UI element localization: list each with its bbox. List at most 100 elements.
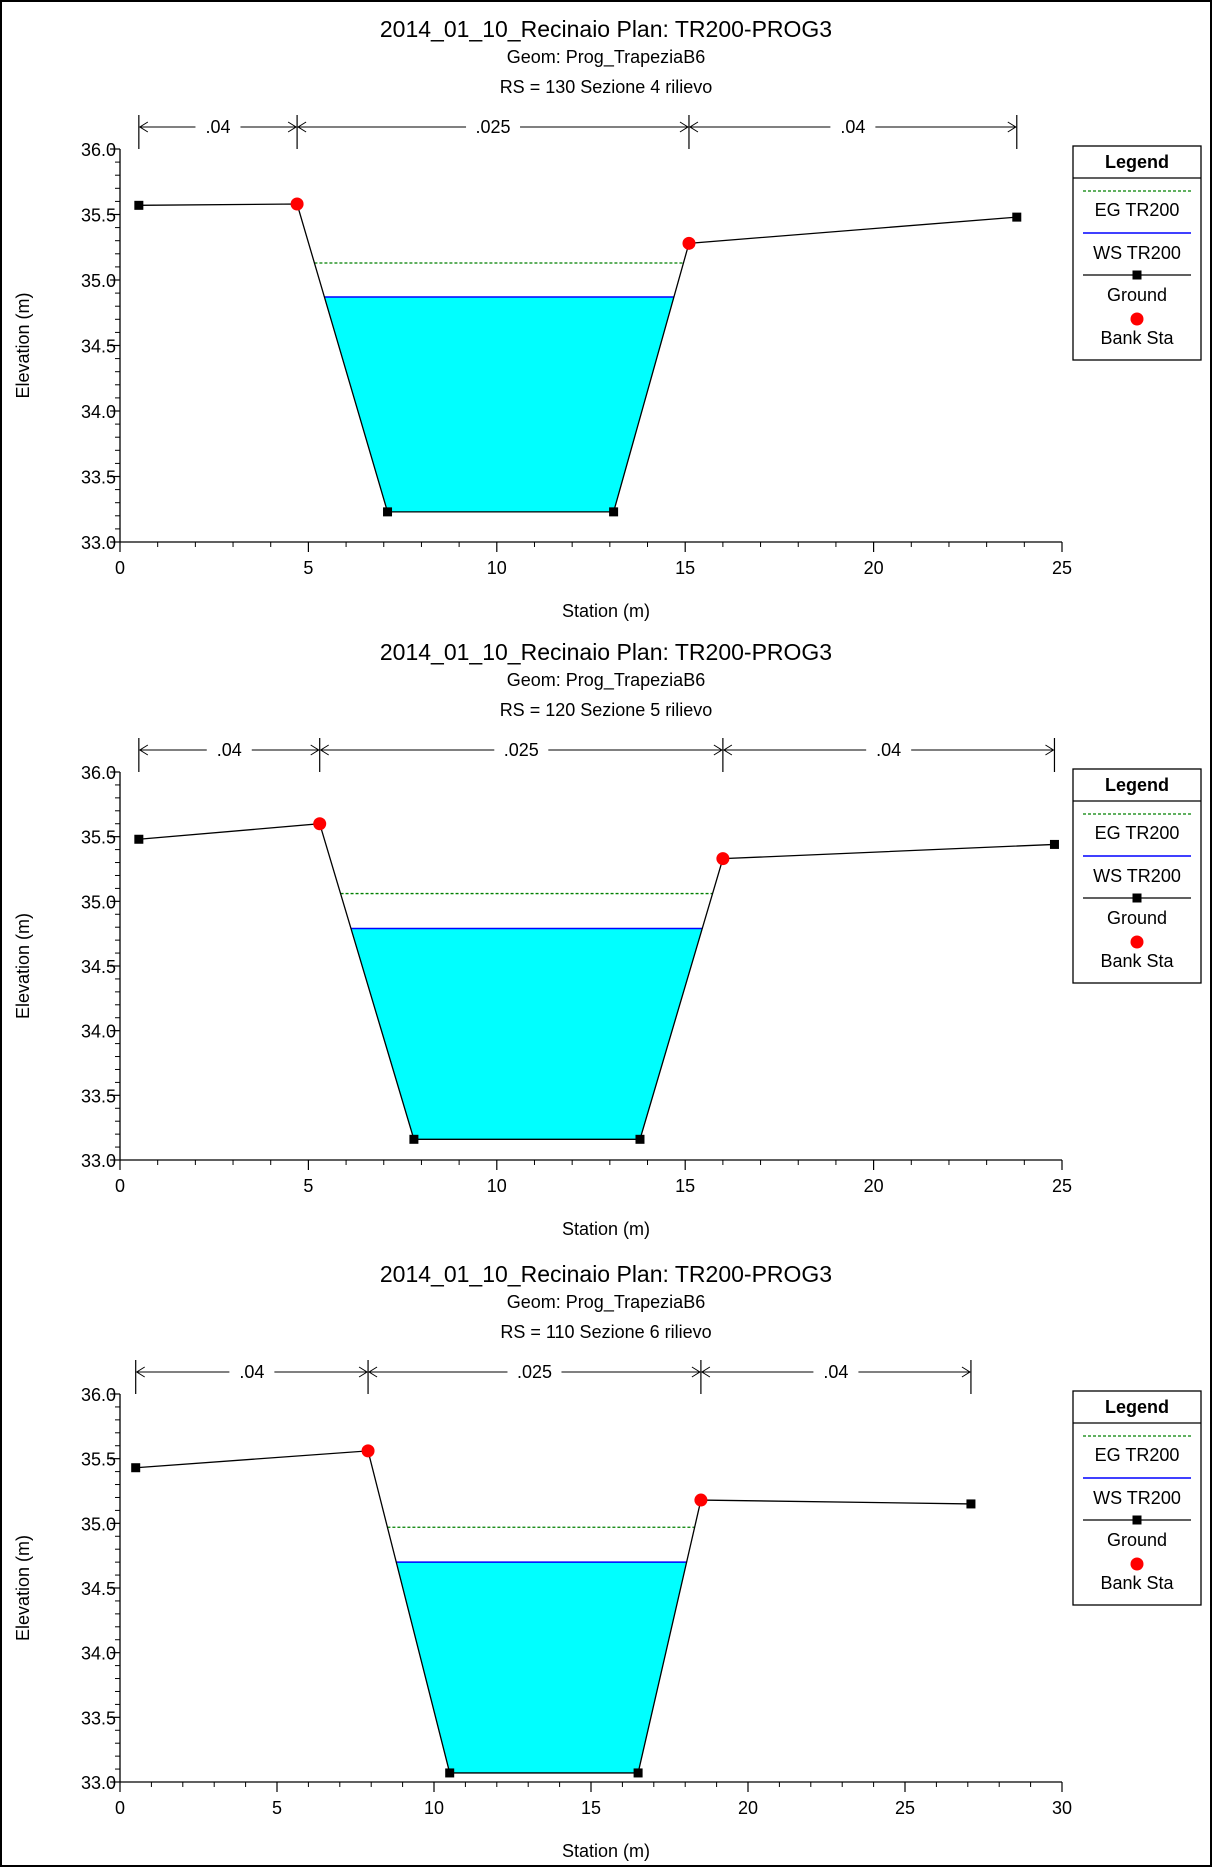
x-axis-label: Station (m) <box>562 1841 650 1861</box>
mannings-arrowhead-right <box>961 1366 971 1378</box>
ground-point <box>134 834 144 844</box>
chart-title: 2014_01_10_Recinaio Plan: TR200-PROG3 <box>380 639 832 665</box>
chart-subtitle: Geom: Prog_TrapeziaB6 <box>507 47 705 68</box>
mannings-n-label: .025 <box>504 740 539 760</box>
y-tick-label: 33.0 <box>81 1151 116 1171</box>
x-tick-label: 15 <box>675 1176 695 1196</box>
mannings-arrowhead-right <box>679 121 689 133</box>
x-tick-label: 10 <box>487 558 507 578</box>
y-tick-label: 34.0 <box>81 402 116 422</box>
y-tick-label: 35.5 <box>81 1450 116 1470</box>
bank-station-point <box>694 1493 708 1507</box>
ground-point <box>609 507 619 517</box>
mannings-n-label: .04 <box>217 740 242 760</box>
water-area <box>324 297 674 512</box>
x-tick-label: 25 <box>1052 558 1072 578</box>
mannings-n-label: .025 <box>517 1362 552 1382</box>
legend-title: Legend <box>1105 775 1169 795</box>
legend: Legend EG TR200 WS TR200 Ground Bank Sta <box>1072 1390 1202 1606</box>
ground-point <box>1012 212 1022 222</box>
legend-ground-marker <box>1132 270 1142 280</box>
ground-point <box>134 200 144 210</box>
bank-station-point <box>682 236 696 250</box>
legend-bank-marker <box>1130 1557 1144 1571</box>
mannings-arrowhead-left <box>138 121 149 133</box>
x-tick-label: 5 <box>303 558 313 578</box>
mannings-n-label: .04 <box>239 1362 264 1382</box>
x-tick-label: 10 <box>487 1176 507 1196</box>
ground-point <box>635 1134 645 1144</box>
ground-point <box>1049 839 1059 849</box>
chart-title: 2014_01_10_Recinaio Plan: TR200-PROG3 <box>380 16 832 42</box>
bank-station-point <box>313 817 327 831</box>
chart-3: 2014_01_10_Recinaio Plan: TR200-PROG3 Geo… <box>13 1261 1202 1861</box>
mannings-arrowhead-right <box>1045 744 1055 756</box>
ground-line <box>135 1450 971 1774</box>
legend-eg-label: EG TR200 <box>1095 200 1180 220</box>
ground-point <box>966 1499 976 1509</box>
y-tick-label: 36.0 <box>81 140 116 160</box>
ground-point <box>445 1768 455 1778</box>
legend-title: Legend <box>1105 1397 1169 1417</box>
y-tick-label: 35.0 <box>81 1514 116 1534</box>
x-tick-label: 25 <box>895 1798 915 1818</box>
mannings-arrowhead-right <box>358 1366 369 1378</box>
legend-ws-label: WS TR200 <box>1093 866 1181 886</box>
legend-bank-marker <box>1130 312 1144 326</box>
legend-title: Legend <box>1105 152 1169 172</box>
x-tick-label: 0 <box>115 1176 125 1196</box>
mannings-arrowhead-left <box>297 121 307 133</box>
x-tick-label: 5 <box>303 1176 313 1196</box>
x-tick-label: 15 <box>675 558 695 578</box>
chart-2: 2014_01_10_Recinaio Plan: TR200-PROG3 Geo… <box>13 639 1202 1239</box>
chart-subtitle: Geom: Prog_TrapeziaB6 <box>507 1292 705 1313</box>
chart-subtitle-rs: RS = 110 Sezione 6 rilievo <box>500 1322 711 1342</box>
chart-title: 2014_01_10_Recinaio Plan: TR200-PROG3 <box>380 1261 832 1287</box>
mannings-n-label: .04 <box>840 117 865 137</box>
y-tick-label: 35.0 <box>81 271 116 291</box>
x-tick-label: 25 <box>1052 1176 1072 1196</box>
water-area <box>396 1562 687 1773</box>
ground-line <box>138 203 1017 513</box>
legend-ground-marker <box>1132 1515 1142 1525</box>
y-tick-label: 34.5 <box>81 1579 116 1599</box>
y-tick-label: 36.0 <box>81 1385 116 1405</box>
bank-station-point <box>716 852 730 866</box>
chart-1: 2014_01_10_Recinaio Plan: TR200-PROG3 Geo… <box>13 16 1202 621</box>
chart-subtitle-rs: RS = 120 Sezione 5 rilievo <box>500 700 713 720</box>
chart-subtitle-rs: RS = 130 Sezione 4 rilievo <box>500 77 713 97</box>
legend-bank-label: Bank Sta <box>1100 951 1174 971</box>
y-tick-label: 36.0 <box>81 763 116 783</box>
mannings-n-label: .04 <box>876 740 901 760</box>
y-tick-label: 34.5 <box>81 957 116 977</box>
x-tick-label: 10 <box>424 1798 444 1818</box>
legend-ground-label: Ground <box>1107 285 1167 305</box>
mannings-n-label: .025 <box>476 117 511 137</box>
water-area <box>350 928 703 1140</box>
mannings-arrowhead-right <box>713 744 723 756</box>
y-tick-label: 34.5 <box>81 337 116 357</box>
y-axis-label: Elevation (m) <box>13 292 33 398</box>
ground-point <box>409 1134 419 1144</box>
mannings-arrowhead-right <box>310 744 320 756</box>
x-tick-label: 0 <box>115 1798 125 1818</box>
legend-ws-label: WS TR200 <box>1093 1488 1181 1508</box>
legend-bank-marker <box>1130 935 1144 949</box>
mannings-arrowhead-left <box>319 744 329 756</box>
mannings-arrowhead-right <box>691 1366 701 1378</box>
x-axis-label: Station (m) <box>562 601 650 621</box>
x-tick-label: 30 <box>1052 1798 1072 1818</box>
ground-line <box>138 823 1055 1140</box>
x-axis-label: Station (m) <box>562 1219 650 1239</box>
y-tick-label: 35.5 <box>81 206 116 226</box>
legend-ground-label: Ground <box>1107 1530 1167 1550</box>
x-tick-label: 20 <box>864 558 884 578</box>
x-tick-label: 20 <box>864 1176 884 1196</box>
ground-point <box>383 507 393 517</box>
legend-ground-label: Ground <box>1107 908 1167 928</box>
chart-subtitle: Geom: Prog_TrapeziaB6 <box>507 670 705 691</box>
mannings-arrowhead-left <box>368 1366 378 1378</box>
mannings-n-label: .04 <box>823 1362 848 1382</box>
y-axis-label: Elevation (m) <box>13 913 33 1019</box>
